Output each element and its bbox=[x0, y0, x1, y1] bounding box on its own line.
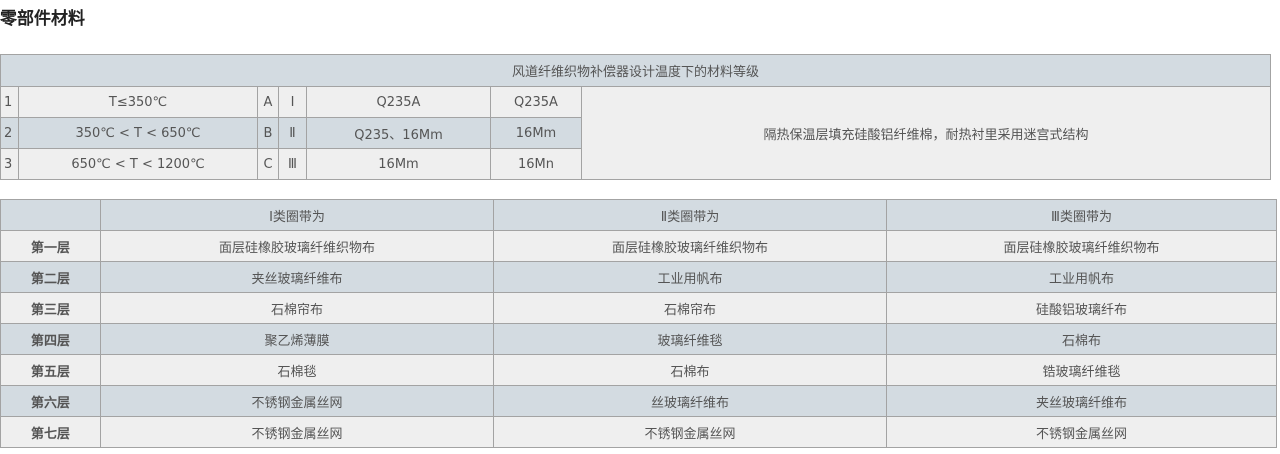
table-row: 第七层 不锈钢金属丝网 不锈钢金属丝网 不锈钢金属丝网 bbox=[0, 416, 1277, 448]
layer-label: 第二层 bbox=[0, 261, 101, 293]
table-cell: 石棉毯 bbox=[100, 354, 494, 386]
page-title: 零部件材料 bbox=[0, 9, 85, 29]
table-cell: 锆玻璃纤维毯 bbox=[886, 354, 1277, 386]
table-cell: 硅酸铝玻璃纤布 bbox=[886, 292, 1277, 324]
table-cell: 不锈钢金属丝网 bbox=[100, 416, 494, 448]
table-cell: 石棉布 bbox=[493, 354, 887, 386]
table-cell: 1 bbox=[0, 86, 19, 118]
table-cell: 16Mm bbox=[306, 148, 491, 180]
table-cell: 面层硅橡胶玻璃纤维织物布 bbox=[886, 230, 1277, 262]
table-cell: 16Mm bbox=[490, 117, 582, 149]
table-cell: Q235、16Mm bbox=[306, 117, 491, 149]
table-cell: 面层硅橡胶玻璃纤维织物布 bbox=[100, 230, 494, 262]
header-cell bbox=[0, 199, 101, 231]
table-cell: 不锈钢金属丝网 bbox=[493, 416, 887, 448]
table-row: 第二层 夹丝玻璃纤维布 工业用帆布 工业用帆布 bbox=[0, 261, 1277, 293]
layer-label: 第四层 bbox=[0, 323, 101, 355]
table-cell: 夹丝玻璃纤维布 bbox=[100, 261, 494, 293]
header-cell: Ⅲ类圈带为 bbox=[886, 199, 1277, 231]
note-cell: 隔热保温层填充硅酸铝纤维棉，耐热衬里采用迷宫式结构 bbox=[581, 86, 1271, 180]
table-cell: Ⅰ bbox=[278, 86, 307, 118]
table-cell: C bbox=[257, 148, 279, 180]
table-row: 第一层 面层硅橡胶玻璃纤维织物布 面层硅橡胶玻璃纤维织物布 面层硅橡胶玻璃纤维织物布 bbox=[0, 230, 1277, 262]
layer-label: 第三层 bbox=[0, 292, 101, 324]
table-cell: Q235A bbox=[490, 86, 582, 118]
table-cell: Q235A bbox=[306, 86, 491, 118]
table-row: 第三层 石棉帘布 石棉帘布 硅酸铝玻璃纤布 bbox=[0, 292, 1277, 324]
layer-label: 第一层 bbox=[0, 230, 101, 262]
layer-material-table: Ⅰ类圈带为 Ⅱ类圈带为 Ⅲ类圈带为 第一层 面层硅橡胶玻璃纤维织物布 面层硅橡胶玻璃… bbox=[0, 199, 1277, 448]
table-cell: 面层硅橡胶玻璃纤维织物布 bbox=[493, 230, 887, 262]
table-cell: 不锈钢金属丝网 bbox=[886, 416, 1277, 448]
table-cell: B bbox=[257, 117, 279, 149]
table-cell: 工业用帆布 bbox=[493, 261, 887, 293]
layer-label: 第五层 bbox=[0, 354, 101, 386]
table-cell: 16Mn bbox=[490, 148, 582, 180]
table-row: 第四层 聚乙烯薄膜 玻璃纤维毯 石棉布 bbox=[0, 323, 1277, 355]
table-cell: 夹丝玻璃纤维布 bbox=[886, 385, 1277, 417]
table-caption: 风道纤维织物补偿器设计温度下的材料等级 bbox=[0, 54, 1271, 87]
layer-label: 第六层 bbox=[0, 385, 101, 417]
table-cell: 玻璃纤维毯 bbox=[493, 323, 887, 355]
table-cell: 3 bbox=[0, 148, 19, 180]
table-cell: 石棉布 bbox=[886, 323, 1277, 355]
table-cell: 丝玻璃纤维布 bbox=[493, 385, 887, 417]
table-cell: 不锈钢金属丝网 bbox=[100, 385, 494, 417]
table-row: 第六层 不锈钢金属丝网 丝玻璃纤维布 夹丝玻璃纤维布 bbox=[0, 385, 1277, 417]
header-cell: Ⅱ类圈带为 bbox=[493, 199, 887, 231]
table-row: 1 T≤350℃ A Ⅰ Q235A Q235A 隔热保温层填充硅酸铝纤维棉，耐热衬里采用迷… bbox=[0, 86, 1271, 180]
table-cell: 650℃ < T < 1200℃ bbox=[18, 148, 258, 180]
table-row: 第五层 石棉毯 石棉布 锆玻璃纤维毯 bbox=[0, 354, 1277, 386]
table-cell: 工业用帆布 bbox=[886, 261, 1277, 293]
material-grade-table: 风道纤维织物补偿器设计温度下的材料等级 1 T≤350℃ A Ⅰ Q235A Q235A 隔… bbox=[0, 54, 1271, 180]
table-cell: Ⅲ bbox=[278, 148, 307, 180]
table-cell: A bbox=[257, 86, 279, 118]
table-cell: 350℃ < T < 650℃ bbox=[18, 117, 258, 149]
table-header-row: Ⅰ类圈带为 Ⅱ类圈带为 Ⅲ类圈带为 bbox=[0, 199, 1277, 231]
layer-label: 第七层 bbox=[0, 416, 101, 448]
table-cell: 石棉帘布 bbox=[493, 292, 887, 324]
table-cell: 2 bbox=[0, 117, 19, 149]
table-cell: 聚乙烯薄膜 bbox=[100, 323, 494, 355]
header-cell: Ⅰ类圈带为 bbox=[100, 199, 494, 231]
table-cell: T≤350℃ bbox=[18, 86, 258, 118]
table-cell: 石棉帘布 bbox=[100, 292, 494, 324]
table-cell: Ⅱ bbox=[278, 117, 307, 149]
